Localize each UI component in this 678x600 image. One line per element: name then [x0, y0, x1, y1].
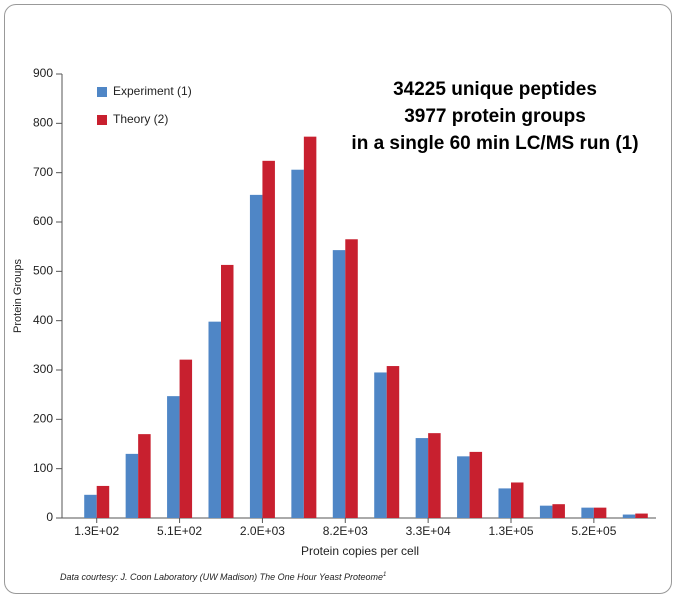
- bar: [635, 513, 648, 518]
- bar: [303, 136, 317, 519]
- bar: [374, 372, 387, 518]
- legend-swatch: [97, 87, 107, 97]
- x-tick-label: 5.2E+05: [571, 524, 616, 538]
- footnote: Data courtesy: J. Coon Laboratory (UW Ma…: [60, 572, 386, 583]
- bar: [84, 494, 97, 518]
- y-tick-label: 0: [46, 510, 53, 524]
- bar: [386, 366, 400, 518]
- bar: [415, 438, 429, 518]
- bar: [511, 482, 524, 518]
- bar: [332, 250, 346, 518]
- bar: [622, 514, 636, 518]
- bar: [138, 434, 151, 518]
- y-tick-label: 900: [33, 66, 53, 80]
- bar: [581, 507, 594, 518]
- bar: [457, 456, 470, 518]
- bar: [179, 359, 193, 518]
- bar: [469, 451, 483, 518]
- footnote-ref: 1: [383, 572, 386, 578]
- annotation: 3977 protein groups: [404, 106, 586, 127]
- y-tick-label: 300: [33, 362, 53, 376]
- y-tick-label: 400: [33, 313, 53, 327]
- y-tick-label: 200: [33, 412, 53, 426]
- x-tick-label: 2.0E+03: [240, 524, 285, 538]
- x-tick-label: 8.2E+03: [323, 524, 368, 538]
- legend-swatch: [97, 115, 107, 125]
- bar: [208, 321, 221, 518]
- x-tick-label: 5.1E+02: [157, 524, 202, 538]
- bar: [125, 453, 139, 518]
- bar: [539, 505, 553, 518]
- bar: [167, 396, 180, 518]
- annotation: in a single 60 min LC/MS run (1): [351, 133, 638, 154]
- bar: [428, 433, 441, 518]
- y-tick-label: 600: [33, 214, 53, 228]
- y-tick-label: 800: [33, 116, 53, 130]
- bar: [291, 169, 304, 518]
- x-tick-label: 3.3E+04: [406, 524, 451, 538]
- y-tick-label: 100: [33, 461, 53, 475]
- bar: [96, 485, 110, 518]
- bar: [593, 507, 607, 518]
- x-tick-label: 1.3E+02: [74, 524, 119, 538]
- y-tick-label: 700: [33, 165, 53, 179]
- legend-label: Theory (2): [113, 112, 168, 126]
- bar: [345, 239, 358, 518]
- legend-label: Experiment (1): [113, 84, 192, 98]
- y-tick-label: 500: [33, 264, 53, 278]
- x-tick-label: 1.3E+05: [488, 524, 533, 538]
- bar: [249, 194, 263, 518]
- x-axis-label: Protein copies per cell: [301, 544, 419, 558]
- card: [4, 4, 672, 594]
- y-axis-label: Protein Groups: [12, 259, 24, 333]
- annotation: 34225 unique peptides: [393, 79, 597, 100]
- bar: [552, 504, 565, 518]
- bar: [498, 488, 511, 518]
- footnote-text: Data courtesy: J. Coon Laboratory (UW Ma…: [60, 572, 383, 582]
- bar: [221, 264, 234, 518]
- bar: [262, 160, 275, 518]
